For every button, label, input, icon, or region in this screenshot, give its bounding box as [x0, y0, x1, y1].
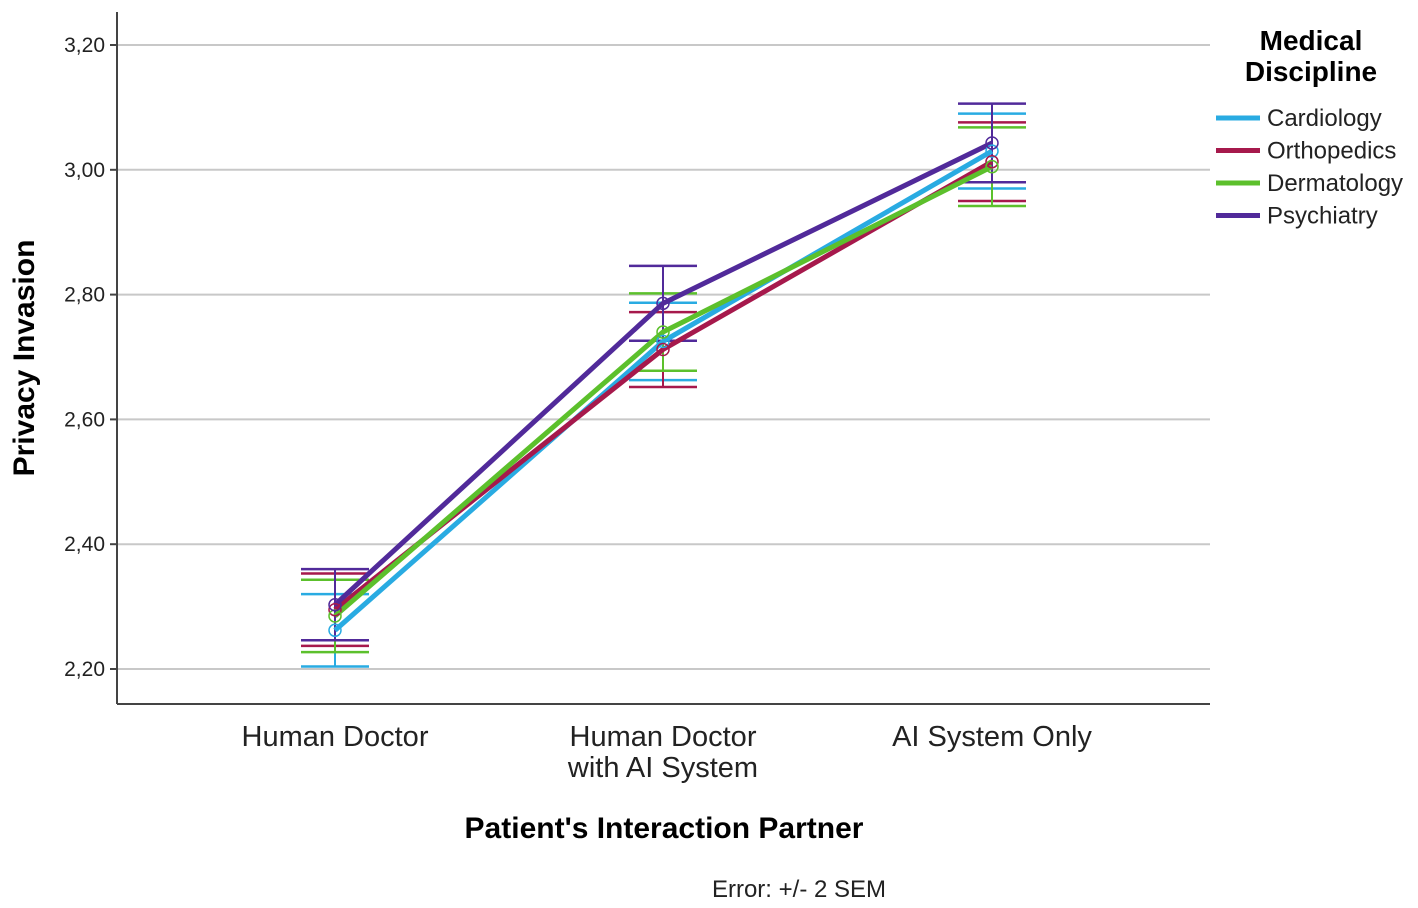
- x-category-label: with AI System: [567, 752, 758, 784]
- data-point: [656, 342, 670, 357]
- series-line: [333, 148, 994, 633]
- x-category-label: Human Doctor: [570, 721, 757, 753]
- y-tick-label: 3,00: [64, 159, 105, 182]
- data-point: [328, 623, 342, 638]
- data-point: [985, 154, 999, 169]
- data-point: [656, 296, 670, 311]
- y-tick-label: 2,80: [64, 284, 105, 307]
- legend: Medical Discipline Cardiology Orthopedics…: [1216, 25, 1403, 230]
- data-point: [985, 159, 999, 174]
- data-point: [328, 602, 342, 617]
- data-point: [656, 325, 670, 339]
- y-tick-label: 2,20: [64, 658, 105, 681]
- series-lines: [333, 140, 994, 633]
- error-bars: [301, 102, 1026, 668]
- data-point: [328, 597, 342, 612]
- data-point: [985, 136, 999, 150]
- data-point: [985, 144, 999, 158]
- axes: [116, 12, 1210, 705]
- y-tick-label: 2,40: [64, 533, 105, 556]
- x-category-label: AI System Only: [892, 721, 1092, 753]
- y-axis-ticks: 2,20 2,40 2,60 2,80 3,00 3,20: [64, 34, 117, 681]
- legend-title-line-2: Discipline: [1245, 56, 1377, 87]
- legend-item: Cardiology: [1216, 105, 1382, 132]
- data-point-markers: [328, 136, 999, 638]
- data-point: [656, 334, 670, 349]
- data-point: [328, 609, 342, 623]
- y-tick-label: 2,60: [64, 408, 105, 431]
- x-category-label: Human Doctor: [242, 721, 429, 753]
- legend-item: Dermatology: [1216, 170, 1403, 197]
- legend-label: Dermatology: [1267, 170, 1403, 197]
- y-axis-title: Privacy Invasion: [8, 240, 41, 477]
- y-tick-label: 3,20: [64, 34, 105, 57]
- series-line: [333, 140, 994, 607]
- legend-label: Orthopedics: [1267, 138, 1396, 165]
- legend-label: Psychiatry: [1267, 203, 1378, 230]
- legend-label: Cardiology: [1267, 105, 1382, 132]
- legend-item: Psychiatry: [1216, 203, 1378, 230]
- grid-lines: [117, 44, 1210, 670]
- x-axis-title: Patient's Interaction Partner: [465, 812, 864, 845]
- error-note: Error: +/- 2 SEM: [712, 876, 886, 903]
- series-line: [333, 164, 994, 618]
- legend-title-line-1: Medical: [1260, 25, 1363, 56]
- legend-item: Orthopedics: [1216, 138, 1396, 165]
